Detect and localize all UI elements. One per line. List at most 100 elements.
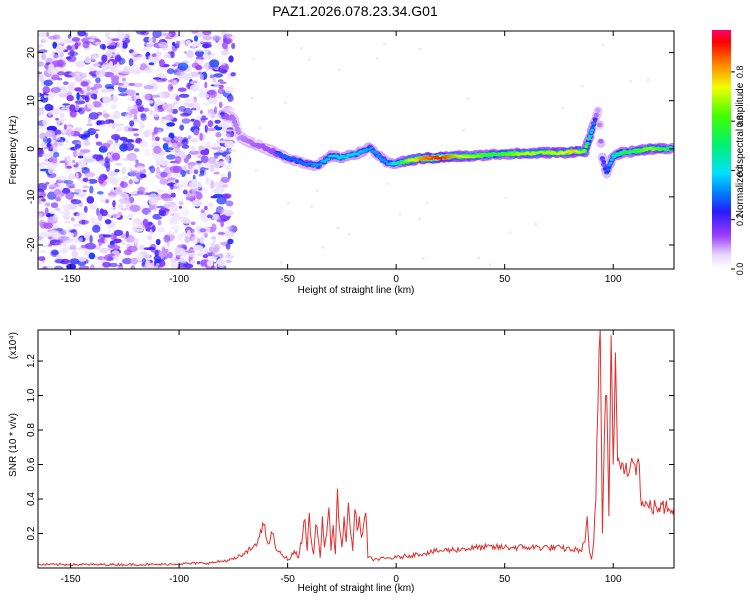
noise-blob bbox=[76, 92, 80, 101]
noise-blob bbox=[206, 113, 212, 117]
noise-blob bbox=[107, 175, 116, 184]
noise-blob bbox=[87, 178, 98, 184]
noise-blob bbox=[159, 158, 166, 164]
noise-blob bbox=[42, 38, 48, 43]
ridge-mark bbox=[318, 163, 323, 166]
noise-blob bbox=[111, 152, 121, 161]
noise-blob bbox=[157, 67, 167, 71]
noise-blob bbox=[38, 256, 46, 261]
noise-blob bbox=[162, 103, 173, 110]
noise-blob bbox=[162, 33, 173, 36]
ridge-mark bbox=[480, 153, 485, 155]
noise-blob bbox=[89, 185, 94, 194]
noise-blob bbox=[122, 33, 130, 38]
noise-blob bbox=[199, 249, 205, 253]
noise-blob bbox=[39, 162, 49, 166]
noise-blob bbox=[80, 81, 89, 87]
noise-blob bbox=[121, 166, 127, 175]
noise-blob bbox=[195, 160, 203, 164]
noise-blob bbox=[173, 101, 180, 105]
noise-blob bbox=[177, 265, 186, 269]
noise-blob bbox=[139, 251, 148, 255]
noise-blob bbox=[105, 50, 113, 58]
noise-blob bbox=[107, 171, 118, 177]
ridge-mark bbox=[602, 162, 606, 164]
ridge-mark bbox=[559, 151, 563, 153]
x-tick-label: 50 bbox=[499, 274, 511, 285]
noise-blob bbox=[77, 31, 86, 37]
noise-blob bbox=[98, 241, 102, 246]
noise-blob bbox=[184, 250, 195, 253]
noise-blob bbox=[124, 142, 135, 151]
noise-blob bbox=[206, 260, 214, 267]
noise-blob bbox=[74, 42, 79, 50]
noise-blob bbox=[174, 229, 179, 234]
noise-speck bbox=[466, 97, 470, 101]
noise-speck bbox=[534, 222, 538, 226]
noise-blob bbox=[66, 165, 72, 169]
noise-blob bbox=[71, 37, 80, 42]
noise-blob bbox=[58, 235, 70, 241]
noise-blob bbox=[188, 181, 199, 190]
noise-blob bbox=[95, 69, 106, 78]
ridge-mark bbox=[485, 154, 490, 156]
snr-x-ticks: -150 -100 -50 0 50 100 bbox=[61, 330, 622, 585]
ridge-mark bbox=[540, 150, 545, 153]
noise-blob bbox=[160, 260, 166, 267]
noise-blob bbox=[111, 250, 120, 258]
noise-blob bbox=[227, 96, 235, 102]
noise-blob bbox=[84, 56, 92, 64]
noise-blob bbox=[38, 125, 44, 130]
noise-blob bbox=[143, 107, 150, 112]
noise-blob bbox=[55, 117, 59, 121]
noise-blob bbox=[61, 105, 66, 110]
noise-blob bbox=[172, 41, 176, 46]
noise-blob bbox=[155, 136, 160, 142]
noise-blob bbox=[181, 144, 190, 149]
noise-blob bbox=[133, 178, 139, 182]
noise-blob bbox=[126, 152, 137, 162]
noise-blob bbox=[43, 95, 48, 98]
noise-speck bbox=[580, 84, 584, 88]
noise-blob bbox=[92, 41, 96, 45]
ridge-mark bbox=[598, 138, 604, 144]
noise-blob bbox=[151, 133, 156, 142]
noise-blob bbox=[88, 252, 96, 260]
noise-blob bbox=[224, 86, 235, 94]
noise-blob bbox=[210, 180, 215, 189]
noise-blob bbox=[147, 212, 152, 216]
noise-blob bbox=[217, 40, 223, 48]
noise-blob bbox=[170, 216, 177, 223]
noise-blob bbox=[49, 184, 61, 188]
noise-blob bbox=[158, 129, 162, 133]
noise-blob bbox=[38, 92, 41, 97]
noise-blob bbox=[122, 42, 128, 49]
noise-blob bbox=[204, 49, 211, 55]
noise-blob bbox=[156, 166, 160, 174]
noise-blob bbox=[130, 257, 138, 265]
noise-blob bbox=[191, 31, 199, 34]
noise-blob bbox=[182, 218, 192, 225]
noise-blob bbox=[210, 236, 217, 240]
noise-blob bbox=[62, 81, 69, 86]
noise-blob bbox=[212, 251, 219, 259]
noise-blob bbox=[77, 178, 84, 182]
noise-blob bbox=[64, 38, 75, 44]
snr-y-ticks: 0.2 0.4 0.6 0.8 1.0 1.2 bbox=[26, 354, 674, 540]
noise-speck bbox=[422, 257, 425, 260]
noise-blob bbox=[97, 120, 106, 125]
noise-blob bbox=[153, 126, 158, 135]
noise-blob bbox=[75, 151, 79, 156]
noise-blob bbox=[170, 261, 179, 269]
noise-blob bbox=[165, 201, 171, 205]
noise-blob bbox=[82, 41, 90, 49]
noise-blob bbox=[115, 82, 124, 86]
noise-blob bbox=[125, 112, 132, 116]
noise-blob bbox=[38, 32, 47, 38]
ridge-mark bbox=[314, 165, 319, 168]
noise-blob bbox=[191, 43, 197, 48]
ridge-mark bbox=[644, 149, 649, 151]
noise-blob bbox=[172, 79, 178, 86]
noise-blob bbox=[225, 226, 233, 231]
